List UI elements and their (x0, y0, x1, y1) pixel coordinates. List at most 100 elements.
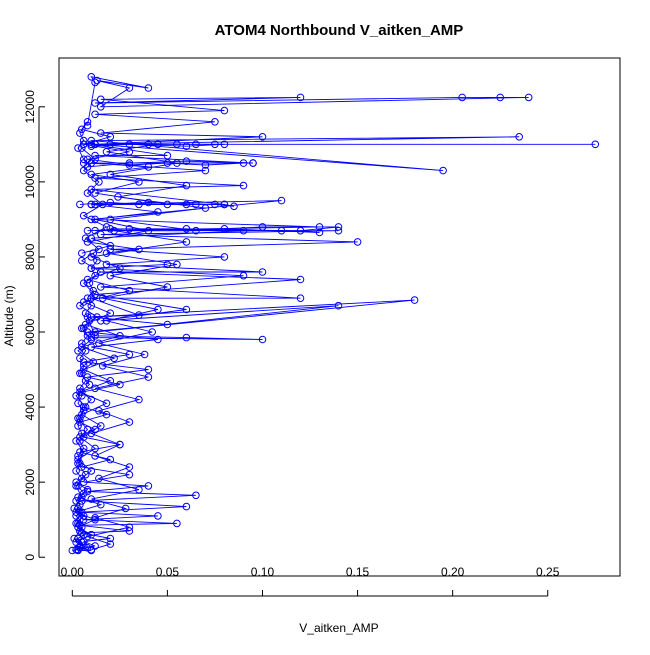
data-point (87, 467, 96, 475)
data-point (74, 452, 82, 460)
data-point (277, 226, 286, 235)
x-tick-label: 0.15 (346, 565, 370, 579)
y-tick-label: 10000 (23, 165, 37, 199)
data-point (87, 234, 96, 242)
data-point (144, 84, 153, 92)
y-tick-label: 0 (23, 554, 37, 561)
data-point (182, 238, 191, 246)
data-point (78, 144, 86, 152)
data-point (89, 358, 97, 366)
data-point (78, 339, 86, 348)
data-point (98, 362, 107, 370)
data-point (116, 440, 124, 449)
data-point (79, 362, 88, 370)
data-point (220, 225, 229, 233)
data-point (87, 200, 96, 209)
data-point (125, 159, 134, 167)
data-point (496, 93, 505, 102)
data-point (106, 271, 115, 280)
data-point (83, 425, 92, 434)
data-point (106, 215, 115, 224)
data-series-layer (68, 73, 600, 555)
data-point (72, 497, 80, 505)
data-point (74, 144, 82, 152)
data-point (258, 268, 267, 276)
data-point (97, 103, 105, 111)
data-point (97, 422, 105, 430)
data-point (83, 294, 92, 303)
data-point (74, 422, 82, 430)
data-point (87, 429, 96, 438)
data-point (79, 155, 88, 164)
data-point (87, 495, 96, 503)
data-point (83, 532, 92, 541)
data-point (239, 226, 248, 235)
data-point (76, 515, 84, 524)
data-point (89, 249, 97, 257)
data-point (91, 514, 99, 522)
data-point (83, 163, 92, 171)
data-series (78, 223, 343, 257)
data-point (83, 226, 92, 235)
data-point (220, 140, 229, 149)
data-point (125, 527, 134, 535)
y-tick-label: 8000 (23, 243, 37, 270)
data-point (89, 286, 97, 295)
data-point (135, 395, 143, 404)
data-point (182, 157, 191, 165)
data-point (87, 333, 96, 342)
x-tick-label: 0.25 (536, 565, 560, 579)
data-series (83, 260, 305, 344)
data-point (79, 211, 88, 220)
data-point (353, 238, 362, 246)
y-tick-label: 6000 (23, 318, 37, 345)
data-point (78, 125, 86, 134)
data-point (87, 142, 96, 150)
data-point (182, 305, 191, 314)
data-point (74, 414, 82, 423)
data-point (78, 324, 86, 333)
data-point (192, 200, 200, 209)
data-point (83, 118, 92, 126)
data-point (515, 133, 524, 141)
data-point (79, 489, 88, 498)
data-point (79, 140, 88, 149)
data-point (163, 320, 172, 329)
series-line (83, 160, 254, 168)
data-point (154, 335, 162, 344)
x-tick-label: 0.00 (61, 565, 85, 579)
data-point (74, 399, 82, 408)
data-point (334, 223, 343, 231)
data-point (220, 106, 229, 115)
data-point (87, 215, 96, 224)
data-point (182, 181, 191, 190)
data-point (230, 202, 238, 211)
data-point (78, 392, 86, 400)
data-point (91, 384, 99, 393)
data-point (85, 279, 94, 288)
data-point (76, 301, 84, 310)
data-point (87, 545, 96, 554)
data-point (220, 200, 229, 209)
data-point (97, 95, 105, 104)
data-point (95, 474, 103, 483)
data-point (76, 414, 84, 423)
data-point (76, 369, 84, 378)
data-point (85, 317, 94, 325)
data-point (110, 354, 118, 363)
data-point (76, 129, 84, 137)
data-point (106, 133, 115, 141)
x-tick-label: 0.10 (251, 565, 275, 579)
data-point (410, 296, 419, 304)
data-point (154, 512, 162, 520)
data-point (154, 305, 162, 314)
data-point (116, 380, 124, 389)
data-point (74, 534, 82, 543)
data-point (76, 542, 84, 550)
data-point (91, 189, 99, 197)
data-point (173, 260, 181, 269)
data-point (106, 170, 115, 179)
data-point (110, 226, 118, 235)
data-point (81, 403, 90, 411)
data-point (144, 365, 153, 374)
